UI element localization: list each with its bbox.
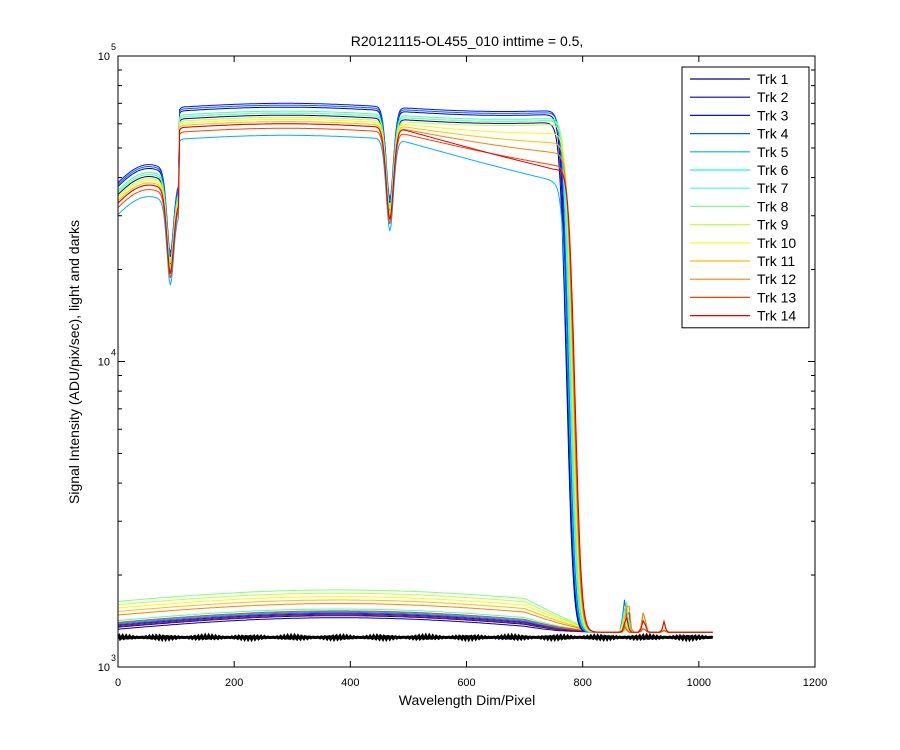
y-tick-exponent: 4 [111, 348, 116, 358]
legend-label-9: Trk 9 [757, 217, 789, 233]
y-tick-exponent: 5 [111, 42, 116, 52]
legend-label-11: Trk 11 [757, 253, 795, 269]
series-line-11 [118, 121, 606, 633]
legend-label-3: Trk 3 [757, 107, 789, 123]
series-line-14 [118, 123, 606, 633]
series-line-8 [118, 112, 606, 633]
legend-label-7: Trk 7 [757, 180, 789, 196]
x-tick-label: 0 [115, 677, 121, 689]
legend-label-6: Trk 6 [757, 162, 789, 178]
series-line-5 [118, 134, 606, 633]
x-tick-label: 200 [225, 677, 243, 689]
legend-label-4: Trk 4 [757, 126, 789, 142]
y-tick-exponent: 3 [111, 653, 116, 663]
x-tick-label: 1200 [803, 677, 827, 689]
chart-title: R20121115-OL455_010 inttime = 0.5, [351, 33, 584, 49]
series-line-10 [118, 118, 606, 633]
legend-label-13: Trk 13 [757, 289, 796, 305]
series-line-9 [118, 116, 606, 633]
x-axis-label: Wavelength Dim/Pixel [399, 692, 535, 708]
dark-floor-line [118, 632, 714, 643]
x-tick-label: 400 [341, 677, 359, 689]
legend-label-5: Trk 5 [757, 144, 789, 160]
series-dark-line-14 [118, 614, 713, 633]
x-tick-label: 1000 [687, 677, 711, 689]
legend-label-10: Trk 10 [757, 235, 796, 251]
legend-label-8: Trk 8 [757, 198, 789, 214]
legend-label-2: Trk 2 [757, 89, 789, 105]
y-tick-label: 10 [98, 357, 110, 369]
series-line-4 [118, 104, 606, 633]
legend-box [681, 66, 810, 329]
y-tick-label: 10 [98, 662, 110, 674]
legend-label-12: Trk 12 [757, 271, 796, 287]
legend-label-14: Trk 14 [757, 308, 796, 324]
series-line-1 [118, 114, 606, 633]
series-line-2 [118, 106, 606, 633]
y-axis-label: Signal Intensity (ADU/pix/sec), light an… [66, 220, 82, 504]
x-tick-label: 800 [573, 677, 591, 689]
series-line-3 [118, 102, 606, 633]
y-tick-label: 10 [98, 51, 110, 63]
series-line-7 [118, 110, 606, 633]
series-line-13 [118, 127, 606, 633]
x-tick-label: 600 [457, 677, 475, 689]
legend-label-1: Trk 1 [757, 71, 789, 87]
